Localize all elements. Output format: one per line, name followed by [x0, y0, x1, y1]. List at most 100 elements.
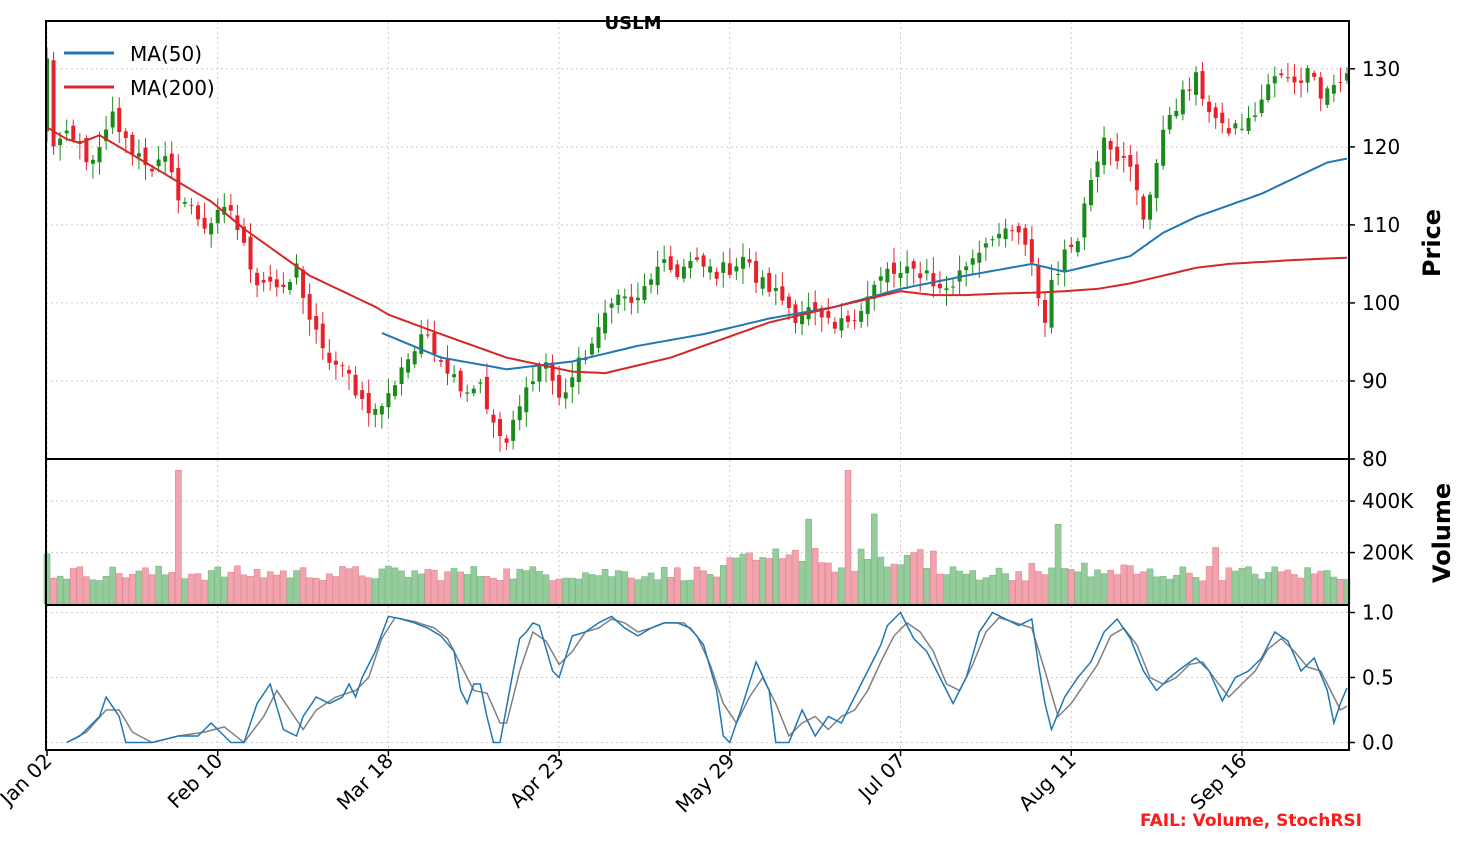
volume-bar — [1035, 571, 1042, 605]
volume-bar — [1127, 565, 1134, 605]
volume-bar — [286, 577, 294, 605]
volume-bar — [1159, 576, 1167, 605]
candle-body — [196, 205, 201, 220]
volume-bar — [752, 559, 760, 605]
candle-body — [524, 387, 529, 413]
volume-bar — [608, 576, 615, 605]
candle-body — [90, 159, 95, 164]
volume-bar — [870, 513, 878, 605]
candle-body — [668, 256, 673, 270]
candle-body — [176, 168, 181, 201]
volume-bar — [857, 548, 865, 605]
candle-body — [596, 327, 601, 349]
volume-bar — [765, 558, 773, 605]
volume-bar — [634, 579, 642, 605]
candle-body — [458, 370, 463, 392]
volume-bar — [1002, 573, 1009, 605]
volume-bar — [1304, 567, 1311, 605]
volume-bar — [542, 574, 550, 605]
volume-bar — [319, 579, 327, 605]
volume-bar — [989, 574, 996, 605]
volume-bar — [1232, 570, 1239, 605]
candle-body — [714, 271, 719, 279]
volume-bar — [503, 568, 510, 605]
volume-bar — [437, 580, 445, 605]
volume-bar — [706, 574, 714, 605]
candle-body — [990, 239, 995, 241]
volume-bar — [818, 562, 826, 605]
volume-bar — [1258, 578, 1265, 605]
volume-bar — [1337, 578, 1344, 605]
candle-body — [314, 315, 319, 330]
volume-bar — [234, 565, 241, 605]
candle-body — [1016, 225, 1021, 233]
volume-bar — [700, 570, 707, 605]
volume-bar — [628, 577, 635, 605]
volume-bar — [450, 568, 458, 605]
volume-bar — [352, 566, 359, 605]
candle-body — [1325, 88, 1330, 105]
candle-body — [412, 351, 417, 365]
candle-body — [1187, 89, 1192, 91]
price-tick-label: 100 — [1362, 291, 1400, 315]
candle-body — [931, 273, 936, 287]
candle-body — [1108, 141, 1113, 150]
candle-body — [701, 255, 706, 267]
candle-body — [642, 286, 647, 300]
volume-bar — [890, 563, 898, 605]
candle-body — [1266, 84, 1271, 101]
candle-body — [327, 352, 332, 363]
volume-bar — [759, 557, 766, 605]
volume-bar — [877, 556, 885, 605]
volume-bar — [391, 567, 399, 605]
volume-bar — [582, 572, 589, 605]
candle-body — [937, 283, 942, 289]
candle-body — [432, 332, 437, 355]
volume-bar — [1041, 574, 1049, 605]
candle-body — [1233, 123, 1238, 129]
candle-body — [629, 296, 634, 303]
candle-body — [846, 315, 851, 322]
candle-body — [1010, 230, 1015, 232]
candle-body — [583, 358, 588, 361]
candle-body — [780, 286, 785, 301]
candle-body — [478, 382, 483, 384]
volume-bar — [207, 570, 215, 605]
candle-body — [859, 311, 864, 322]
volume-bar — [56, 575, 64, 605]
volume-bar — [69, 568, 77, 605]
candle-body — [104, 129, 109, 142]
volume-bar — [1120, 564, 1128, 605]
candle-body — [951, 286, 956, 288]
candle-body — [924, 270, 929, 274]
price-y-ticks: 80 90 100 110 120 130 — [1349, 57, 1400, 471]
volume-bar — [1008, 580, 1016, 605]
candle-body — [379, 406, 384, 415]
candle-body — [123, 131, 128, 138]
volume-bar — [1054, 523, 1062, 605]
candle-body — [970, 258, 975, 265]
legend-ma200-label: MA(200) — [130, 76, 215, 100]
volume-bar — [109, 566, 116, 605]
candle-body — [1200, 71, 1205, 99]
volume-bar — [897, 564, 904, 605]
candle-body — [320, 323, 325, 349]
volume-bar — [83, 576, 90, 605]
volume-bar — [674, 567, 681, 605]
volume-bar — [470, 566, 478, 605]
volume-bar — [555, 578, 563, 605]
volume-bar — [253, 569, 261, 605]
candle-body — [1062, 249, 1067, 271]
volume-bar — [831, 571, 839, 605]
candle-body — [307, 294, 312, 320]
candle-body — [977, 252, 982, 263]
candle-body — [695, 257, 699, 260]
volume-bar — [1212, 547, 1219, 605]
volume-bar — [995, 567, 1003, 605]
candle-body — [1213, 107, 1218, 119]
volume-bar — [214, 566, 222, 605]
candle-body — [471, 388, 476, 394]
candlesticks — [45, 47, 1349, 452]
stochrsi-k-line — [66, 611, 1348, 744]
